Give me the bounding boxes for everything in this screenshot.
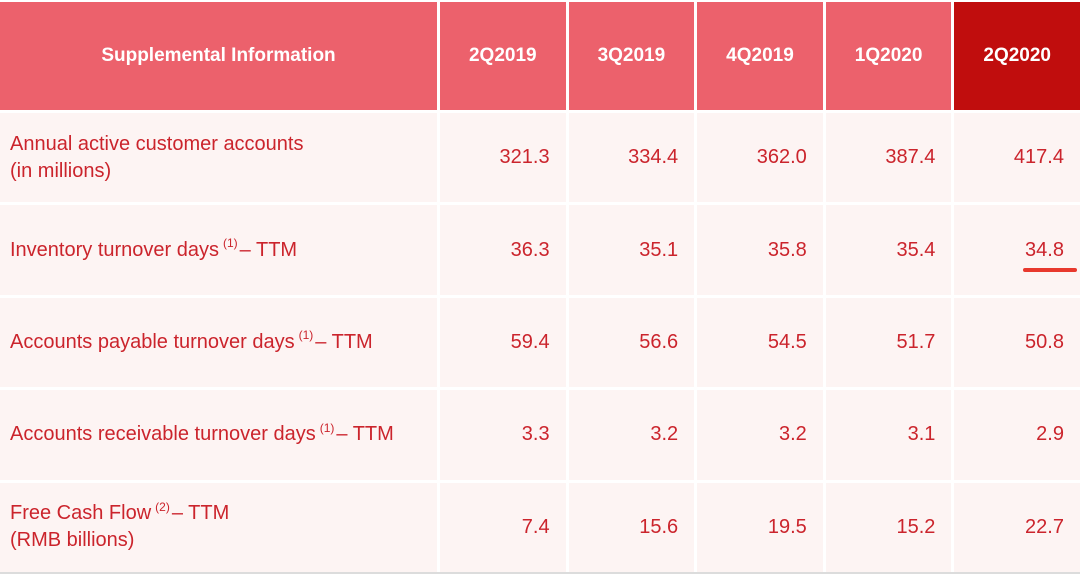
header-2q2019: 2Q2019 xyxy=(440,2,566,110)
value-cell: 59.4 xyxy=(440,297,566,388)
value-cell: 321.3 xyxy=(440,113,566,203)
row-label-text: Accounts payable turnover days (1) – TTM xyxy=(10,328,373,353)
value-cell: 36.3 xyxy=(440,205,566,295)
footnote-marker: (2) xyxy=(155,499,170,514)
value-cell: 387.4 xyxy=(825,113,952,203)
footnote-marker: (1) xyxy=(298,328,314,343)
value-cell: 54.5 xyxy=(697,297,823,388)
row-label-accounts-payable-turnover: Accounts payable turnover days (1) – TTM xyxy=(0,297,437,388)
value-cell: 35.1 xyxy=(568,205,695,295)
header-1q2020: 1Q2020 xyxy=(825,2,952,110)
highlighted-value-inventory-2q2020: 34.8 xyxy=(1023,238,1077,272)
row-label-text: Inventory turnover days (1) – TTM xyxy=(10,235,298,261)
row-label-inventory-turnover: Inventory turnover days (1) – TTM xyxy=(0,205,437,295)
footnote-marker: (1) xyxy=(319,420,335,435)
value-cell: 15.2 xyxy=(825,482,952,572)
row-label-free-cash-flow: Free Cash Flow (2) – TTM (RMB billions) xyxy=(0,482,437,572)
value-cell: 15.6 xyxy=(568,482,695,572)
value-cell: 2.9 xyxy=(954,390,1080,480)
value-cell: 3.1 xyxy=(825,390,952,480)
row-label-accounts-receivable-turnover: Accounts receivable turnover days (1) – TT… xyxy=(0,390,437,480)
row-label-text: Annual active customer accounts xyxy=(10,132,304,155)
row-label-subtext: (RMB billions) xyxy=(10,529,135,552)
footnote-marker: (1) xyxy=(223,235,238,250)
header-3q2019: 3Q2019 xyxy=(568,2,695,110)
value-cell: 51.7 xyxy=(825,297,952,388)
value-cell: 417.4 xyxy=(954,113,1080,203)
value-cell: 22.7 xyxy=(954,482,1080,572)
value-cell: 3.2 xyxy=(568,390,695,480)
value-cell: 35.4 xyxy=(825,205,952,295)
header-4q2019: 4Q2019 xyxy=(697,2,823,110)
row-label-annual-active-customers: Annual active customer accounts (in mill… xyxy=(0,113,437,203)
value-cell: 362.0 xyxy=(697,113,823,203)
row-label-text: Accounts receivable turnover days (1) – TT… xyxy=(10,420,394,446)
header-2q2020-highlighted: 2Q2020 xyxy=(954,2,1080,110)
value-cell: 35.8 xyxy=(697,205,823,295)
value-cell: 56.6 xyxy=(568,297,695,388)
value-cell: 19.5 xyxy=(697,482,823,572)
header-supplemental-information: Supplemental Information xyxy=(0,2,437,110)
value-cell: 3.2 xyxy=(697,390,823,480)
row-label-text: Free Cash Flow (2) – TTM xyxy=(10,499,230,525)
value-cell: 7.4 xyxy=(440,482,566,572)
value-cell: 3.3 xyxy=(440,390,566,480)
value-cell: 50.8 xyxy=(954,297,1080,388)
value-cell: 334.4 xyxy=(568,113,695,203)
row-label-subtext: (in millions) xyxy=(10,159,112,182)
value-cell: 34.8 xyxy=(954,205,1080,295)
